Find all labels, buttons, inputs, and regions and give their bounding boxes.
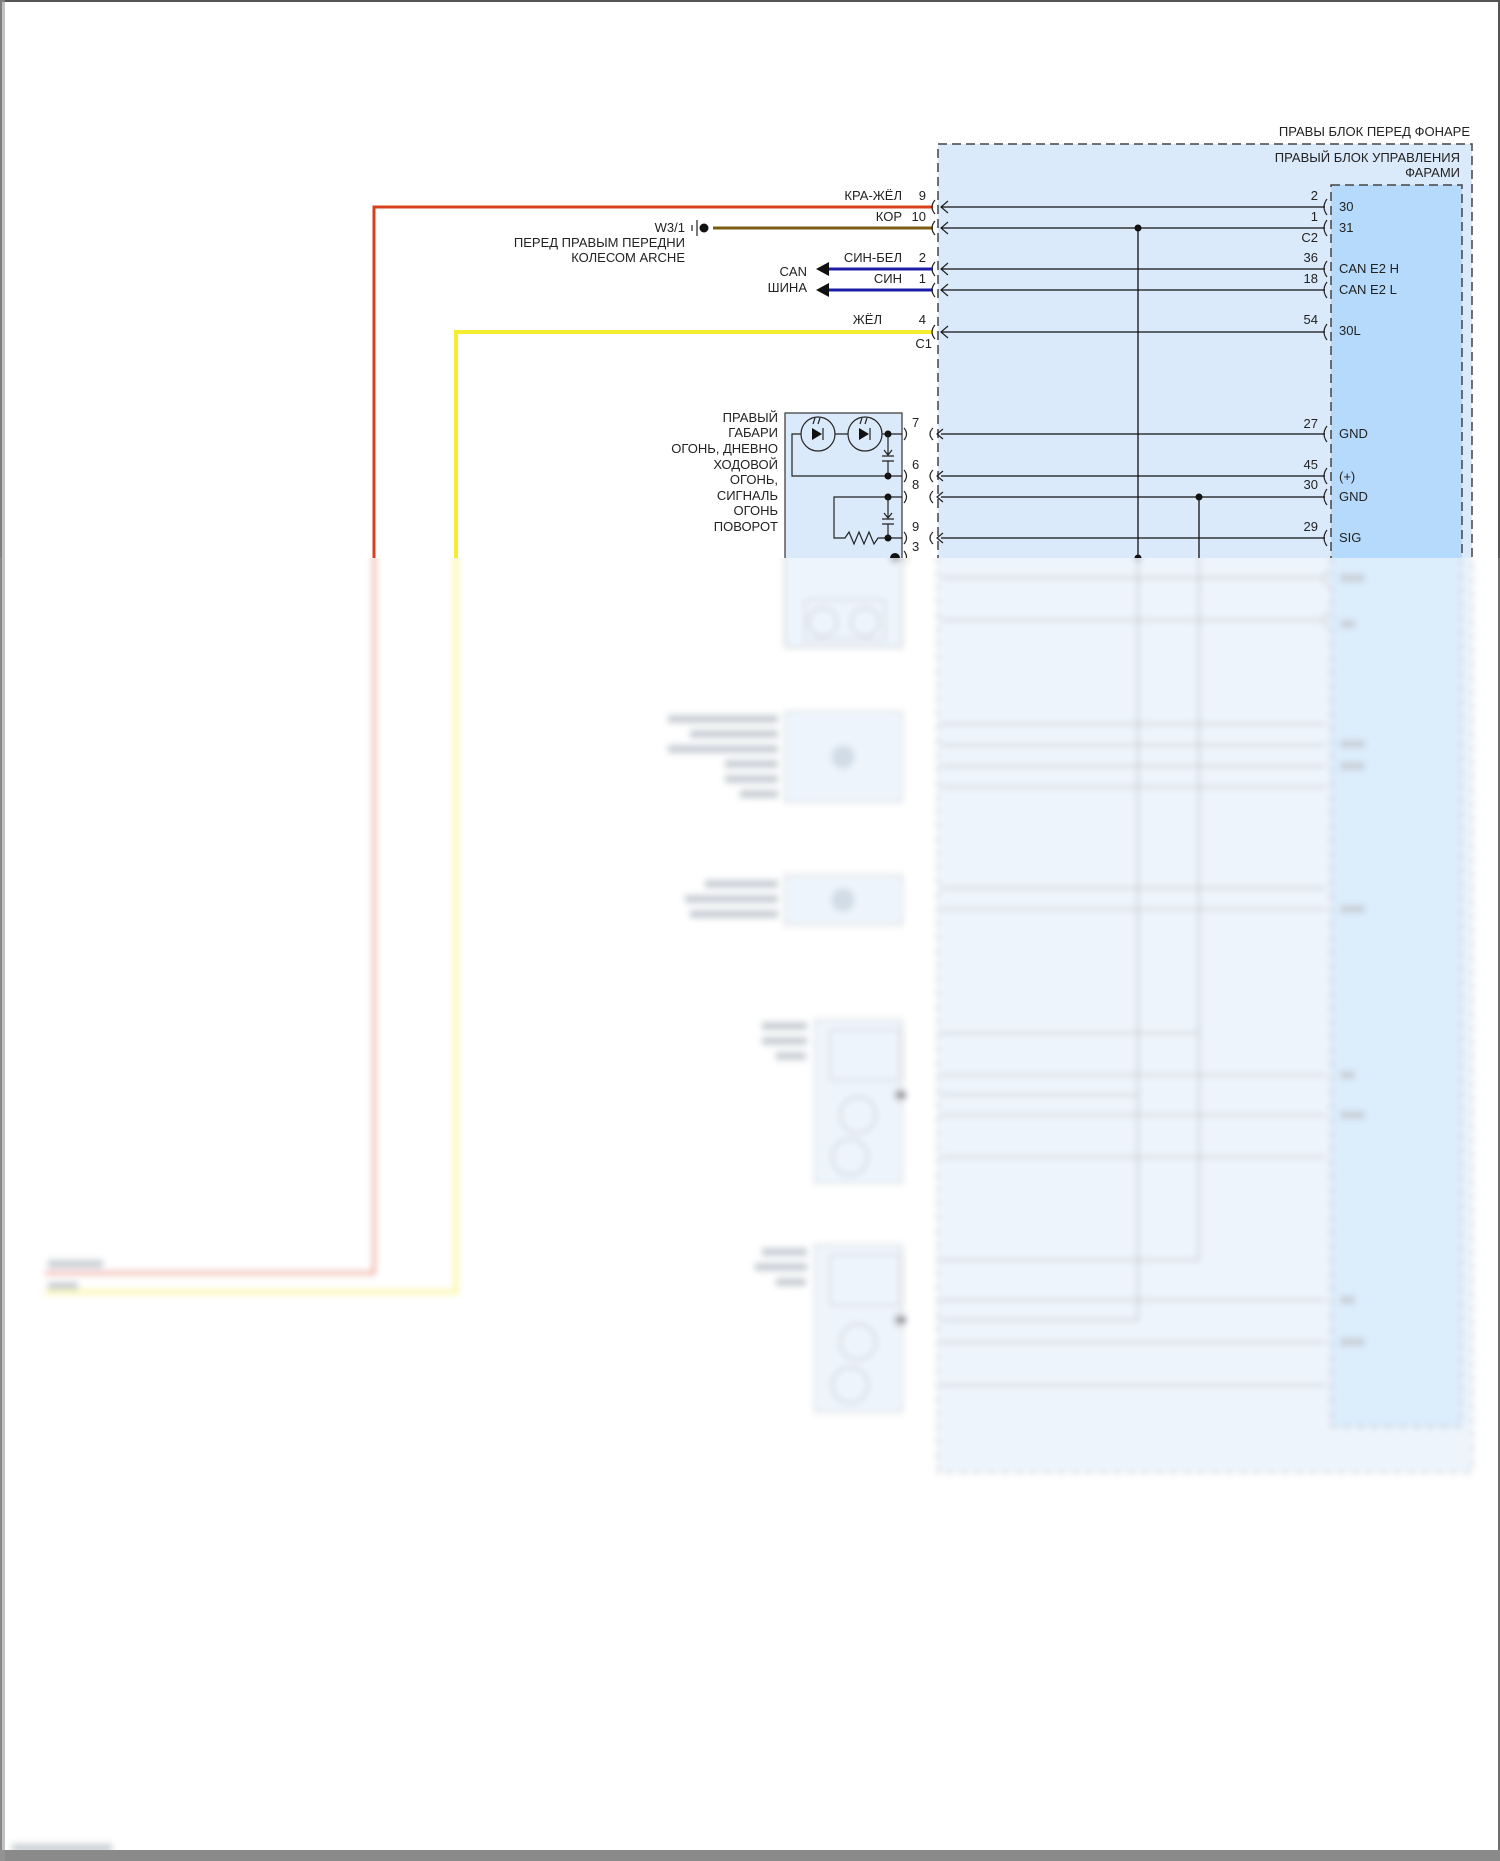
blurred-region bbox=[0, 558, 1500, 1861]
can-bus-label: CAN bbox=[780, 264, 807, 279]
ecu-pin-signal: CAN E2 L bbox=[1339, 282, 1397, 297]
ecu-pin-number: 2 bbox=[1311, 188, 1318, 203]
ecu-pin-number: 18 bbox=[1304, 271, 1318, 286]
module-inner-title: ПРАВЫЙ БЛОК УПРАВЛЕНИЯ bbox=[1275, 150, 1460, 165]
lamp-label: СИГНАЛЬ bbox=[717, 488, 778, 503]
ground-icon bbox=[691, 220, 709, 236]
ecu-pin-signal: 30L bbox=[1339, 323, 1361, 338]
can-bus-label: ШИНА bbox=[768, 280, 808, 295]
pin-label: 10 bbox=[912, 209, 926, 224]
pin-label: 9 bbox=[919, 188, 926, 203]
lamp-pin: 3 bbox=[912, 539, 919, 554]
ecu-pin-signal: GND bbox=[1339, 489, 1368, 504]
wire-color-label: КОР bbox=[876, 209, 902, 224]
connector-c1-label: C1 bbox=[915, 336, 932, 351]
right-lamp-unit bbox=[784, 558, 907, 648]
lamp-label: ХОДОВОЙ bbox=[713, 457, 778, 472]
wire-red-yellow bbox=[372, 205, 933, 558]
headlamp-ecu-box bbox=[1330, 558, 1463, 1428]
blurred-components bbox=[12, 574, 1365, 1852]
wire-color-label: ЖЁЛ bbox=[853, 312, 882, 327]
pin-label: 1 bbox=[919, 271, 926, 286]
module-inner-title: ФАРАМИ bbox=[1405, 165, 1460, 180]
module-outer-title: ПРАВЫ БЛОК ПЕРЕД ФОНАРЕ bbox=[1279, 124, 1470, 139]
bottom-border bbox=[0, 1850, 1500, 1861]
connector-c2-label: C2 bbox=[1301, 230, 1318, 245]
lamp-label: ОГОНЬ, bbox=[730, 472, 778, 487]
ground-location: КОЛЕСОМ ARCHE bbox=[571, 250, 685, 265]
lamp-pin: 8 bbox=[912, 477, 919, 492]
ecu-pin-signal: GND bbox=[1339, 426, 1368, 441]
ecu-pin-number: 1 bbox=[1311, 209, 1318, 224]
ecu-pin-number: 29 bbox=[1304, 519, 1318, 534]
wire-yellow bbox=[45, 558, 458, 1294]
lamp-pin: 7 bbox=[912, 415, 919, 430]
lamp-label: ПОВОРОТ bbox=[714, 519, 778, 534]
can-arrow-icon bbox=[816, 283, 829, 297]
internal-wires bbox=[941, 206, 1325, 558]
lamp-label: ОГОНЬ, ДНЕВНО bbox=[671, 441, 778, 456]
pin-label: 4 bbox=[919, 312, 926, 327]
lamp-pin: 6 bbox=[912, 457, 919, 472]
pin-label: 2 bbox=[919, 250, 926, 265]
wire-yellow bbox=[454, 330, 933, 558]
ecu-pin-number: 27 bbox=[1304, 416, 1318, 431]
ecu-pin-signal: 31 bbox=[1339, 220, 1353, 235]
ecu-pin-number: 30 bbox=[1304, 477, 1318, 492]
headlamp-ecu-box bbox=[1330, 184, 1463, 558]
can-arrow-icon bbox=[816, 262, 829, 276]
diagram-content: ПРАВЫ БЛОК ПЕРЕД ФОНАРЕ ПРАВЫЙ БЛОК УПРА… bbox=[372, 124, 1473, 558]
ground-location: ПЕРЕД ПРАВЫМ ПЕРЕДНИ bbox=[514, 235, 685, 250]
ecu-pin-signal: CAN E2 H bbox=[1339, 261, 1399, 276]
ecu-pin-signal: 30 bbox=[1339, 199, 1353, 214]
lamp-label: ПРАВЫЙ bbox=[723, 410, 778, 425]
ecu-pin-number: 36 bbox=[1304, 250, 1318, 265]
lamp-label: ГАБАРИ bbox=[728, 425, 778, 440]
internal-wires bbox=[941, 558, 1325, 1386]
ecu-pin-number: 45 bbox=[1304, 457, 1318, 472]
lamp-label: ОГОНЬ bbox=[734, 503, 778, 518]
ecu-pin-signal: SIG bbox=[1339, 530, 1361, 545]
ground-label: W3/1 bbox=[655, 220, 685, 235]
right-lamp-unit bbox=[784, 412, 944, 558]
lamp-pin: 9 bbox=[912, 519, 919, 534]
wire-red-yellow bbox=[45, 558, 376, 1275]
wire-color-label: СИН bbox=[874, 271, 902, 286]
left-border bbox=[0, 0, 5, 1861]
ecu-pin-number: 54 bbox=[1304, 312, 1318, 327]
wire-color-label: СИН-БЕЛ bbox=[844, 250, 902, 265]
wire-color-label: КРА-ЖЁЛ bbox=[844, 188, 902, 203]
blurred-diagram-copy bbox=[12, 558, 1473, 1852]
blurred-drawing bbox=[12, 558, 1473, 1852]
ecu-pin-signal: (+) bbox=[1339, 469, 1355, 484]
